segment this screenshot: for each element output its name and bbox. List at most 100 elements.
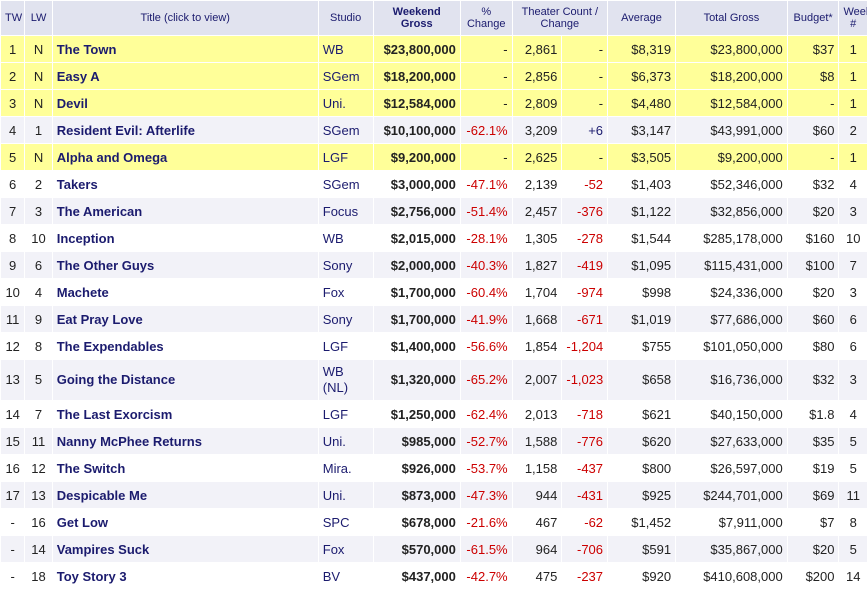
- movie-title-link[interactable]: Alpha and Omega: [52, 144, 318, 170]
- average-cell: $925: [608, 482, 676, 508]
- studio-link[interactable]: Mira.: [318, 455, 373, 481]
- movie-title-link[interactable]: Despicable Me: [52, 482, 318, 508]
- movie-title-link[interactable]: The Town: [52, 36, 318, 62]
- studio-link[interactable]: Uni.: [318, 482, 373, 508]
- theater-count-cell: 2,457: [512, 198, 562, 224]
- rank-cell: 9: [1, 252, 25, 278]
- header-weekend-gross[interactable]: Weekend Gross: [373, 1, 460, 35]
- week-number-cell: 5: [839, 455, 867, 481]
- budget-cell: $37: [787, 36, 839, 62]
- theater-count-cell: 1,854: [512, 333, 562, 359]
- header-last-week[interactable]: LW: [25, 1, 52, 35]
- studio-link[interactable]: BV: [318, 563, 373, 589]
- average-cell: $658: [608, 360, 676, 400]
- header-average[interactable]: Average: [608, 1, 676, 35]
- header-theater-count[interactable]: Theater Count / Change: [512, 1, 608, 35]
- weekend-gross-cell: $985,000: [373, 428, 460, 454]
- total-gross-cell: $23,800,000: [676, 36, 787, 62]
- last-week-cell: 13: [25, 482, 52, 508]
- budget-cell: $60: [787, 306, 839, 332]
- weekend-gross-cell: $926,000: [373, 455, 460, 481]
- total-gross-cell: $32,856,000: [676, 198, 787, 224]
- last-week-cell: 1: [25, 117, 52, 143]
- movie-title-link[interactable]: Nanny McPhee Returns: [52, 428, 318, 454]
- theater-count-cell: 467: [512, 509, 562, 535]
- movie-title-link[interactable]: The American: [52, 198, 318, 224]
- movie-title-link[interactable]: Inception: [52, 225, 318, 251]
- header-total-gross[interactable]: Total Gross: [676, 1, 787, 35]
- percent-change-cell: -56.6%: [460, 333, 512, 359]
- theater-change-cell: -974: [562, 279, 608, 305]
- week-number-cell: 14: [839, 563, 867, 589]
- theater-count-cell: 2,625: [512, 144, 562, 170]
- studio-link[interactable]: SGem: [318, 171, 373, 197]
- table-row: 15 11 Nanny McPhee Returns Uni. $985,000 -52.…: [1, 428, 867, 454]
- movie-title-link[interactable]: Resident Evil: Afterlife: [52, 117, 318, 143]
- movie-title-link[interactable]: Toy Story 3: [52, 563, 318, 589]
- theater-count-cell: 1,158: [512, 455, 562, 481]
- studio-link[interactable]: Uni.: [318, 428, 373, 454]
- week-number-cell: 11: [839, 482, 867, 508]
- budget-cell: $8: [787, 63, 839, 89]
- studio-link[interactable]: Fox: [318, 536, 373, 562]
- studio-link[interactable]: SPC: [318, 509, 373, 535]
- movie-title-link[interactable]: Devil: [52, 90, 318, 116]
- studio-link[interactable]: Uni.: [318, 90, 373, 116]
- average-cell: $1,122: [608, 198, 676, 224]
- table-row: 4 1 Resident Evil: Afterlife SGem $10,100,00…: [1, 117, 867, 143]
- studio-link[interactable]: Focus: [318, 198, 373, 224]
- studio-link[interactable]: LGF: [318, 401, 373, 427]
- rank-cell: -: [1, 536, 25, 562]
- last-week-cell: 16: [25, 509, 52, 535]
- percent-change-cell: -47.1%: [460, 171, 512, 197]
- theater-change-cell: -: [562, 36, 608, 62]
- movie-title-link[interactable]: Going the Distance: [52, 360, 318, 400]
- movie-title-link[interactable]: Get Low: [52, 509, 318, 535]
- studio-link[interactable]: Sony: [318, 252, 373, 278]
- table-row: 11 9 Eat Pray Love Sony $1,700,000 -41.9% 1,66…: [1, 306, 867, 332]
- studio-link[interactable]: LGF: [318, 333, 373, 359]
- theater-count-cell: 1,588: [512, 428, 562, 454]
- header-title[interactable]: Title (click to view): [52, 1, 318, 35]
- weekend-gross-cell: $1,700,000: [373, 279, 460, 305]
- table-row: 12 8 The Expendables LGF $1,400,000 -56.6% 1,8…: [1, 333, 867, 359]
- movie-title-link[interactable]: The Switch: [52, 455, 318, 481]
- studio-link[interactable]: WB: [318, 36, 373, 62]
- movie-title-link[interactable]: Machete: [52, 279, 318, 305]
- studio-link[interactable]: Fox: [318, 279, 373, 305]
- percent-change-cell: -40.3%: [460, 252, 512, 278]
- studio-link[interactable]: SGem: [318, 63, 373, 89]
- movie-title-link[interactable]: Eat Pray Love: [52, 306, 318, 332]
- percent-change-cell: -41.9%: [460, 306, 512, 332]
- header-row: TW LW Title (click to view) Studio Weeke…: [1, 1, 867, 35]
- last-week-cell: 7: [25, 401, 52, 427]
- week-number-cell: 3: [839, 198, 867, 224]
- last-week-cell: 18: [25, 563, 52, 589]
- movie-title-link[interactable]: The Other Guys: [52, 252, 318, 278]
- movie-title-link[interactable]: The Last Exorcism: [52, 401, 318, 427]
- rank-cell: 8: [1, 225, 25, 251]
- movie-title-link[interactable]: Takers: [52, 171, 318, 197]
- studio-link[interactable]: WB: [318, 225, 373, 251]
- studio-link[interactable]: LGF: [318, 144, 373, 170]
- week-number-cell: 5: [839, 536, 867, 562]
- last-week-cell: 4: [25, 279, 52, 305]
- movie-title-link[interactable]: Vampires Suck: [52, 536, 318, 562]
- header-week[interactable]: Week #: [839, 1, 867, 35]
- header-budget[interactable]: Budget*: [787, 1, 839, 35]
- studio-link[interactable]: WB (NL): [318, 360, 373, 400]
- theater-change-cell: -: [562, 144, 608, 170]
- movie-title-link[interactable]: Easy A: [52, 63, 318, 89]
- week-number-cell: 7: [839, 252, 867, 278]
- studio-link[interactable]: SGem: [318, 117, 373, 143]
- theater-count-cell: 475: [512, 563, 562, 589]
- header-this-week[interactable]: TW: [1, 1, 25, 35]
- studio-link[interactable]: Sony: [318, 306, 373, 332]
- table-row: -16 Get Low SPC $678,000 -21.6% 467 -62 $1,452 $…: [1, 509, 867, 535]
- header-studio[interactable]: Studio: [318, 1, 373, 35]
- theater-change-cell: -776: [562, 428, 608, 454]
- header-percent-change[interactable]: % Change: [460, 1, 512, 35]
- theater-change-cell: -437: [562, 455, 608, 481]
- movie-title-link[interactable]: The Expendables: [52, 333, 318, 359]
